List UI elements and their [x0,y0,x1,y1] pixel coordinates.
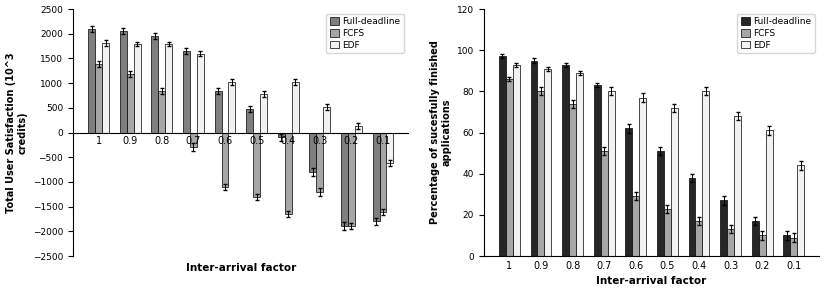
Bar [759,235,766,256]
Bar [601,151,608,256]
Bar [309,133,316,172]
Bar [720,201,727,256]
Bar [380,133,386,212]
Bar [285,133,292,214]
Bar [608,91,615,256]
Bar [260,94,267,133]
Bar [766,131,772,256]
Bar [657,151,664,256]
Bar [120,31,127,133]
Bar [727,229,734,256]
Text: 0.3: 0.3 [312,136,328,147]
Bar [702,91,709,256]
X-axis label: Inter-arrival factor: Inter-arrival factor [186,263,296,273]
Bar [530,60,537,256]
Bar [165,44,172,133]
Bar [386,133,394,163]
Bar [134,44,140,133]
Bar [513,65,520,256]
Bar [562,65,569,256]
Bar [127,74,134,133]
Bar [246,109,253,133]
Text: 0.4: 0.4 [280,136,296,147]
Bar [689,178,695,256]
Bar [152,36,158,133]
Bar [632,196,639,256]
Bar [88,29,95,133]
Bar [783,235,790,256]
Text: 0.1: 0.1 [375,136,391,147]
Bar [499,56,506,256]
Bar [734,116,741,256]
Bar [214,91,222,133]
Legend: Full-deadline, FCFS, EDF: Full-deadline, FCFS, EDF [326,13,404,53]
Bar [341,133,348,226]
Bar [594,85,601,256]
Bar [183,51,190,133]
Bar [253,133,260,197]
Y-axis label: Percentage of sucesfully finished
applications: Percentage of sucesfully finished applic… [430,41,451,225]
Legend: Full-deadline, FCFS, EDF: Full-deadline, FCFS, EDF [737,13,815,53]
Bar [278,133,285,138]
Bar [537,91,544,256]
Text: 1: 1 [96,136,101,147]
Text: 0.8: 0.8 [154,136,169,147]
Bar [373,133,380,221]
Bar [664,209,671,256]
Bar [355,126,362,133]
Bar [323,107,330,133]
Bar [158,91,165,133]
Bar [576,73,583,256]
Bar [671,108,678,256]
Text: 0.7: 0.7 [186,136,201,147]
Bar [506,79,513,256]
X-axis label: Inter-arrival factor: Inter-arrival factor [596,277,707,286]
Bar [316,133,323,192]
Bar [569,104,576,256]
Bar [790,237,797,256]
Text: 0.6: 0.6 [218,136,233,147]
Bar [348,133,355,226]
Bar [292,82,299,133]
Bar [752,221,759,256]
Bar [197,53,204,133]
Bar [190,133,197,147]
Bar [544,69,551,256]
Bar [797,166,804,256]
Bar [695,221,702,256]
Text: 0.5: 0.5 [249,136,264,147]
Y-axis label: Total User Satisfaction (10^3
credits): Total User Satisfaction (10^3 credits) [6,52,27,213]
Text: 0.9: 0.9 [123,136,138,147]
Bar [639,98,646,256]
Bar [95,64,102,133]
Bar [222,133,229,187]
Bar [102,43,109,133]
Text: 0.2: 0.2 [344,136,359,147]
Bar [229,82,235,133]
Bar [625,128,632,256]
